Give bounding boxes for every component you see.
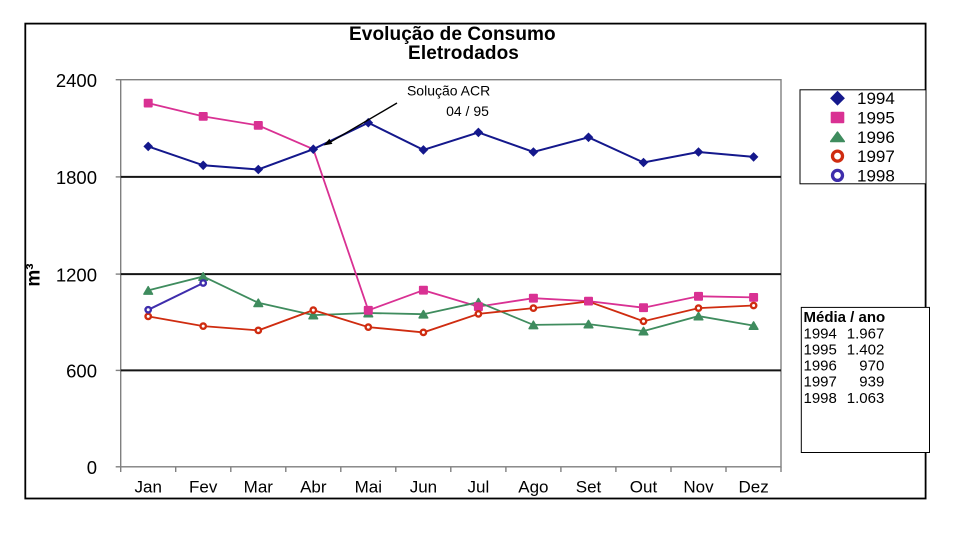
svg-text:1200: 1200 [56, 264, 97, 285]
svg-text:Mar: Mar [244, 478, 274, 497]
svg-text:1997: 1997 [804, 374, 837, 391]
svg-text:1994: 1994 [804, 325, 837, 342]
svg-text:Eletrodados: Eletrodados [408, 43, 519, 64]
svg-text:Jun: Jun [410, 478, 437, 497]
svg-text:1.402: 1.402 [847, 342, 885, 359]
svg-text:Solução ACR: Solução ACR [407, 83, 490, 99]
svg-text:2400: 2400 [56, 70, 97, 91]
svg-text:Ago: Ago [518, 478, 548, 497]
svg-text:1996: 1996 [804, 358, 837, 375]
svg-text:1998: 1998 [804, 390, 837, 407]
svg-text:1.967: 1.967 [847, 325, 885, 342]
svg-text:Out: Out [630, 478, 658, 497]
svg-text:1.063: 1.063 [847, 390, 885, 407]
svg-text:Abr: Abr [300, 478, 327, 497]
svg-text:Fev: Fev [189, 478, 218, 497]
svg-text:Evolução de Consumo: Evolução de Consumo [349, 24, 556, 45]
svg-text:Nov: Nov [683, 478, 714, 497]
svg-text:1800: 1800 [56, 167, 97, 188]
svg-text:1998: 1998 [857, 166, 895, 185]
svg-text:Jul: Jul [468, 478, 490, 497]
svg-text:1995: 1995 [857, 109, 895, 128]
svg-text:Jan: Jan [134, 478, 161, 497]
svg-text:1997: 1997 [857, 147, 895, 166]
svg-text:939: 939 [859, 374, 884, 391]
svg-text:Média / ano: Média / ano [804, 309, 886, 326]
svg-text:1996: 1996 [857, 128, 895, 147]
svg-text:1994: 1994 [857, 89, 895, 108]
svg-text:Mai: Mai [355, 478, 382, 497]
svg-text:Dez: Dez [738, 478, 768, 497]
svg-text:1995: 1995 [804, 342, 837, 359]
svg-text:970: 970 [859, 358, 884, 375]
svg-text:m³: m³ [24, 263, 45, 286]
svg-text:Set: Set [576, 478, 602, 497]
svg-text:04 / 95: 04 / 95 [446, 103, 489, 119]
svg-text:600: 600 [66, 361, 97, 382]
svg-text:0: 0 [87, 457, 97, 478]
